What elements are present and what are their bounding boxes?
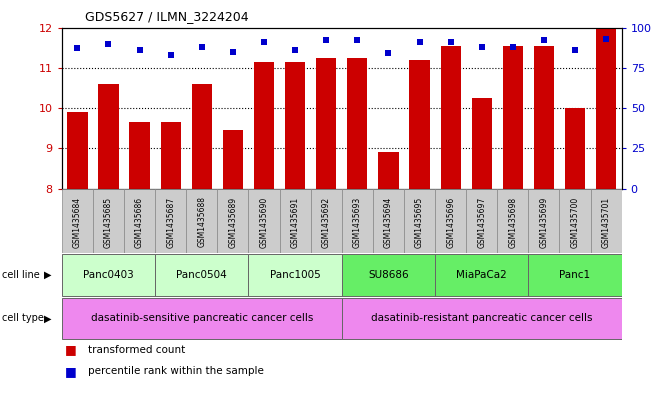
FancyBboxPatch shape	[62, 189, 93, 253]
Text: Panc1: Panc1	[559, 270, 590, 280]
Text: GSM1435689: GSM1435689	[229, 196, 238, 248]
FancyBboxPatch shape	[373, 189, 404, 253]
Text: GSM1435693: GSM1435693	[353, 196, 362, 248]
Text: transformed count: transformed count	[88, 345, 185, 355]
FancyBboxPatch shape	[435, 189, 466, 253]
Bar	[565, 108, 585, 189]
FancyBboxPatch shape	[342, 298, 622, 339]
Bar	[409, 60, 430, 189]
FancyBboxPatch shape	[590, 189, 622, 253]
FancyBboxPatch shape	[311, 189, 342, 253]
Point	[601, 36, 611, 42]
FancyBboxPatch shape	[342, 189, 373, 253]
Point	[539, 37, 549, 44]
Text: dasatinib-sensitive pancreatic cancer cells: dasatinib-sensitive pancreatic cancer ce…	[90, 313, 313, 323]
Text: cell type: cell type	[2, 313, 44, 323]
Bar	[471, 98, 492, 189]
Text: GSM1435685: GSM1435685	[104, 196, 113, 248]
Point	[104, 40, 114, 47]
Point	[352, 37, 363, 44]
Text: dasatinib-resistant pancreatic cancer cells: dasatinib-resistant pancreatic cancer ce…	[371, 313, 592, 323]
Text: ■: ■	[65, 365, 77, 378]
Text: MiaPaCa2: MiaPaCa2	[456, 270, 507, 280]
Text: GSM1435691: GSM1435691	[290, 196, 299, 248]
Bar	[67, 112, 87, 189]
Point	[290, 47, 300, 53]
Text: GSM1435696: GSM1435696	[446, 196, 455, 248]
FancyBboxPatch shape	[529, 254, 622, 296]
Text: GSM1435687: GSM1435687	[166, 196, 175, 248]
Text: GSM1435694: GSM1435694	[384, 196, 393, 248]
Text: GDS5627 / ILMN_3224204: GDS5627 / ILMN_3224204	[85, 10, 248, 23]
Point	[414, 39, 424, 45]
Point	[228, 48, 238, 55]
Point	[72, 45, 83, 51]
Text: GSM1435690: GSM1435690	[260, 196, 268, 248]
Text: ■: ■	[65, 343, 77, 356]
Point	[445, 39, 456, 45]
FancyBboxPatch shape	[186, 189, 217, 253]
Text: percentile rank within the sample: percentile rank within the sample	[88, 366, 264, 376]
Text: Panc0403: Panc0403	[83, 270, 134, 280]
FancyBboxPatch shape	[62, 298, 342, 339]
FancyBboxPatch shape	[93, 189, 124, 253]
FancyBboxPatch shape	[342, 254, 435, 296]
FancyBboxPatch shape	[466, 189, 497, 253]
Bar	[596, 28, 616, 189]
Point	[165, 52, 176, 58]
FancyBboxPatch shape	[529, 189, 559, 253]
Bar	[223, 130, 243, 189]
Bar	[98, 84, 118, 189]
Point	[197, 44, 207, 50]
Text: GSM1435701: GSM1435701	[602, 196, 611, 248]
Point	[508, 44, 518, 50]
FancyBboxPatch shape	[404, 189, 435, 253]
Bar	[130, 122, 150, 189]
FancyBboxPatch shape	[497, 189, 529, 253]
Text: ▶: ▶	[44, 313, 52, 323]
FancyBboxPatch shape	[279, 189, 311, 253]
Bar	[347, 58, 367, 189]
Text: GSM1435688: GSM1435688	[197, 196, 206, 248]
Text: GSM1435686: GSM1435686	[135, 196, 144, 248]
Text: GSM1435700: GSM1435700	[570, 196, 579, 248]
FancyBboxPatch shape	[62, 254, 155, 296]
Point	[570, 47, 580, 53]
Text: cell line: cell line	[2, 270, 40, 280]
Text: Panc1005: Panc1005	[270, 270, 320, 280]
FancyBboxPatch shape	[249, 189, 279, 253]
Text: GSM1435695: GSM1435695	[415, 196, 424, 248]
Point	[383, 50, 394, 57]
Text: ▶: ▶	[44, 270, 52, 280]
FancyBboxPatch shape	[155, 189, 186, 253]
Bar	[316, 58, 337, 189]
Bar	[161, 122, 181, 189]
Text: Panc0504: Panc0504	[176, 270, 227, 280]
Point	[259, 39, 270, 45]
Point	[477, 44, 487, 50]
FancyBboxPatch shape	[217, 189, 249, 253]
FancyBboxPatch shape	[559, 189, 590, 253]
Bar	[441, 46, 461, 189]
FancyBboxPatch shape	[124, 189, 155, 253]
Bar	[254, 62, 274, 189]
Text: GSM1435699: GSM1435699	[540, 196, 548, 248]
Text: GSM1435684: GSM1435684	[73, 196, 82, 248]
FancyBboxPatch shape	[249, 254, 342, 296]
FancyBboxPatch shape	[435, 254, 529, 296]
Point	[134, 47, 145, 53]
Bar	[503, 46, 523, 189]
Text: SU8686: SU8686	[368, 270, 409, 280]
Bar	[378, 152, 398, 189]
Text: GSM1435697: GSM1435697	[477, 196, 486, 248]
Bar	[191, 84, 212, 189]
Bar	[534, 46, 554, 189]
FancyBboxPatch shape	[155, 254, 249, 296]
Text: GSM1435692: GSM1435692	[322, 196, 331, 248]
Point	[321, 37, 331, 44]
Text: GSM1435698: GSM1435698	[508, 196, 518, 248]
Bar	[285, 62, 305, 189]
